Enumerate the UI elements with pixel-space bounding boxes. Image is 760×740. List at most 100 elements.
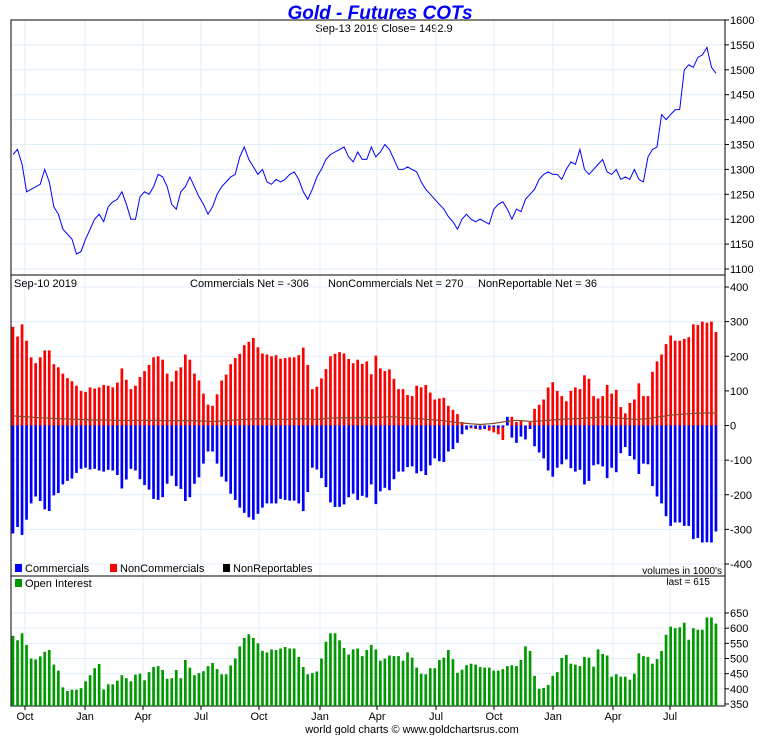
open-interest-bar [38,656,42,706]
open-interest-bar [220,674,223,706]
noncommercials-bar [224,374,228,426]
commercials-bar [347,425,350,498]
noncommercials-bar [211,405,214,426]
noncommercials-bar [43,350,47,426]
footer-credit: world gold charts © www.goldchartsrus.co… [304,724,519,735]
x-tick-label: Apr [604,711,621,723]
open-interest-bar [170,678,174,706]
open-interest-bar [79,688,83,706]
noncommercials-bar [392,378,396,426]
noncommercials-bar [496,425,500,435]
legend-nonreportables-swatch [223,564,230,572]
open-interest-bar [242,637,246,706]
open-interest-bar [533,675,536,706]
commercials-bar [465,425,468,430]
commercials-bar [537,425,541,453]
open-interest-bar [456,672,459,706]
noncommercials-bar [179,367,183,426]
commercials-bar [134,425,137,471]
noncommercials-bar [347,359,350,426]
commercials-bar [592,425,595,466]
open-interest-bar [274,650,278,706]
open-interest-bar [701,629,704,706]
commercials-bar [628,425,632,456]
noncommercials-bar [197,380,201,426]
noncommercials-bar [633,399,636,426]
y-tick-label: 100 [730,386,748,398]
open-interest-bar [202,671,205,706]
commercials-bar [415,425,418,474]
noncommercials-bar [560,396,564,426]
open-interest-bar [555,672,559,706]
open-interest-bar [401,660,405,706]
last-oi-label: last = 615 [666,577,710,588]
commercials-bar [356,425,359,500]
open-interest-bar [342,647,346,706]
noncommercials-bar [138,377,142,426]
commercials-bar [433,425,437,459]
open-interest-bar [138,673,142,706]
commercials-bar [406,425,409,468]
open-interest-bar [633,673,636,706]
commercials-bar [11,425,15,534]
y-tick-label: 1500 [730,65,754,77]
noncommercials-bar [129,389,133,426]
noncommercials-bar [84,391,87,426]
open-interest-bar [193,675,196,706]
noncommercials-bar [57,367,60,426]
commercials-bar [451,425,455,449]
open-interest-bar [433,668,437,706]
commercials-bar [301,425,305,511]
commercials-bar [637,425,641,474]
y-tick-label: 1200 [730,214,754,226]
open-interest-bar [52,664,56,706]
nonreportable-net-label: NonReportable Net = 36 [478,278,597,290]
noncommercials-bar [93,388,96,426]
noncommercials-bar [360,363,364,426]
commercials-bar [410,425,414,467]
commercials-bar [43,425,47,510]
x-tick-label: Oct [485,711,502,723]
open-interest-bar [578,666,582,706]
commercials-bar [610,425,613,468]
noncommercials-bar [369,374,373,426]
x-tick-label: Apr [368,711,385,723]
open-interest-bar [369,644,373,706]
noncommercials-bar [660,354,663,426]
panel-border [10,19,726,276]
commercials-bar [442,425,446,462]
y-tick-label: 200 [730,351,748,363]
open-interest-bar [11,635,15,707]
noncommercials-bar [424,385,428,426]
price-panel: 1100 1150 1200 1250 1300 1350 1400 1450 1500 1550… [10,15,754,276]
commercials-bar [646,425,650,465]
open-interest-bar [388,655,391,706]
noncommercials-bar [601,396,604,426]
commercials-bar [79,425,83,469]
open-interest-bar [714,623,718,706]
commercials-bar [678,425,682,523]
noncommercials-bar [705,322,709,426]
open-interest-bar [224,674,228,706]
commercials-bar [247,425,251,518]
open-interest-bar [288,648,291,706]
commercials-bar [501,425,505,428]
commercials-bar [25,425,28,520]
noncommercials-bar [533,408,536,426]
commercials-bar [152,425,155,499]
commercials-bar [578,425,582,470]
noncommercials-bar [75,385,78,426]
noncommercials-bar [188,359,192,426]
open-interest-bar [492,670,496,706]
noncommercials-bar [206,404,210,426]
open-interest-bar [356,648,359,706]
commercials-bar [460,425,464,435]
open-interest-bar [188,667,192,706]
legend-open-interest: Open Interest [25,578,92,590]
noncommercials-bar [125,379,128,426]
noncommercials-bar [70,381,74,426]
open-interest-bar [397,656,400,706]
open-interest-bar [116,680,119,706]
commercials-bar [560,425,564,465]
open-interest-bar [673,628,677,706]
